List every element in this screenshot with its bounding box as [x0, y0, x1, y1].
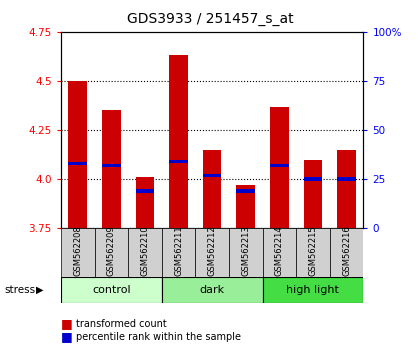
Bar [337, 177, 356, 181]
Bar [236, 185, 255, 228]
Text: percentile rank within the sample: percentile rank within the sample [76, 332, 241, 342]
Bar [162, 277, 262, 303]
Bar [128, 228, 162, 278]
Bar [203, 173, 221, 177]
Bar [169, 56, 188, 228]
Bar [61, 277, 162, 303]
Bar [262, 277, 363, 303]
Bar [94, 228, 128, 278]
Text: GSM562212: GSM562212 [207, 225, 217, 276]
Text: dark: dark [200, 285, 225, 295]
Bar [68, 162, 87, 165]
Bar [236, 189, 255, 193]
Bar [296, 228, 330, 278]
Text: stress: stress [4, 285, 35, 295]
Bar [195, 228, 229, 278]
Text: control: control [92, 285, 131, 295]
Bar [102, 164, 121, 167]
Text: GSM562215: GSM562215 [308, 225, 318, 276]
Bar [162, 228, 195, 278]
Text: transformed count: transformed count [76, 319, 166, 329]
Bar [68, 81, 87, 228]
Bar [102, 110, 121, 228]
Bar [136, 177, 154, 228]
Text: GSM562216: GSM562216 [342, 225, 351, 276]
Text: GSM562208: GSM562208 [73, 225, 82, 276]
Bar [136, 189, 154, 193]
Bar [330, 228, 363, 278]
Text: ■: ■ [61, 318, 73, 330]
Text: GDS3933 / 251457_s_at: GDS3933 / 251457_s_at [127, 12, 293, 27]
Bar [203, 150, 221, 228]
Bar [262, 228, 296, 278]
Text: high light: high light [286, 285, 339, 295]
Text: GSM562210: GSM562210 [140, 225, 150, 276]
Bar [169, 160, 188, 163]
Text: ■: ■ [61, 331, 73, 343]
Text: ▶: ▶ [36, 285, 44, 295]
Bar [304, 160, 322, 228]
Text: GSM562211: GSM562211 [174, 225, 183, 276]
Bar [270, 164, 289, 167]
Text: GSM562213: GSM562213 [241, 225, 250, 276]
Bar [337, 150, 356, 228]
Bar [270, 107, 289, 228]
Text: GSM562214: GSM562214 [275, 225, 284, 276]
Bar [229, 228, 262, 278]
Bar [61, 228, 94, 278]
Text: GSM562209: GSM562209 [107, 225, 116, 276]
Bar [304, 177, 322, 181]
